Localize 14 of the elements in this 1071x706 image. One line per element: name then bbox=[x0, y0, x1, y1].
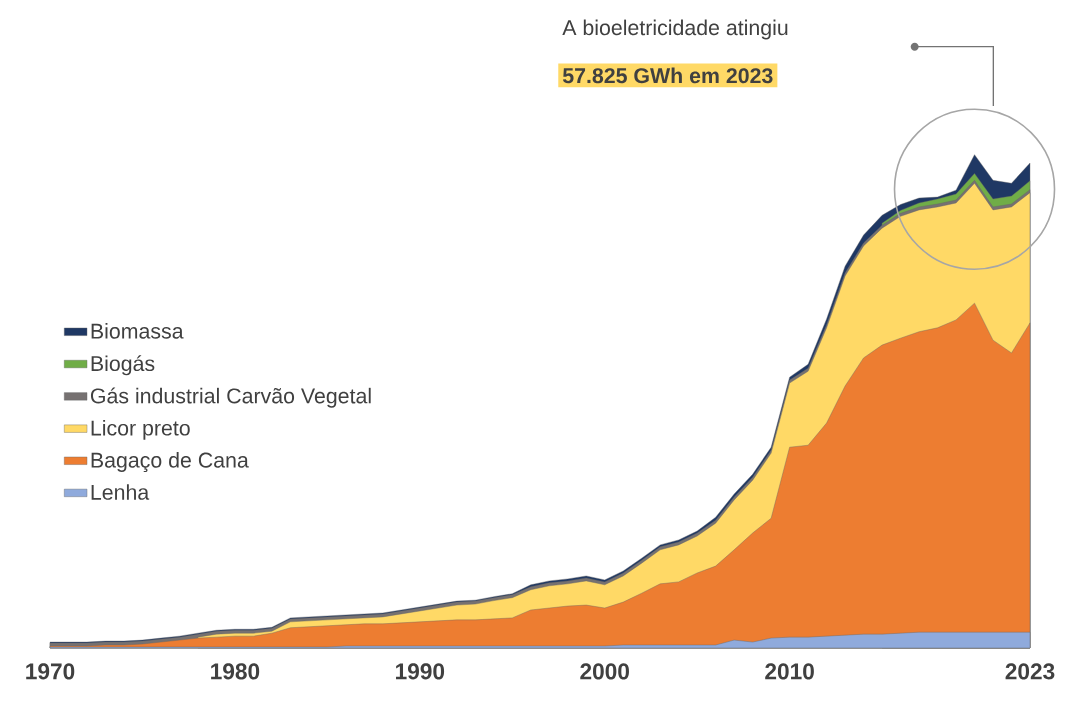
legend-label: Bagaço de Cana bbox=[91, 452, 249, 473]
x-tick-label: 2023 bbox=[1005, 663, 1055, 680]
legend-label: Lenha bbox=[91, 484, 150, 500]
text: A bioeletricidade atingiu bbox=[562, 19, 788, 40]
legend-label: Licor preto bbox=[91, 419, 190, 440]
legend-label: Gás industrial Carvão Vegetal bbox=[90, 387, 371, 408]
x-tick-label: 1980 bbox=[211, 663, 260, 680]
x-tick-label: 1970 bbox=[26, 663, 75, 680]
x-tick-label: 1990 bbox=[396, 663, 445, 680]
x-tick-label: 2010 bbox=[765, 663, 814, 680]
text: 57.825 GWh em 2023 bbox=[562, 67, 773, 84]
x-tick-label: 2000 bbox=[580, 663, 629, 680]
legend-label: Biomassa bbox=[91, 323, 184, 339]
legend-label: Biogás bbox=[91, 355, 155, 376]
